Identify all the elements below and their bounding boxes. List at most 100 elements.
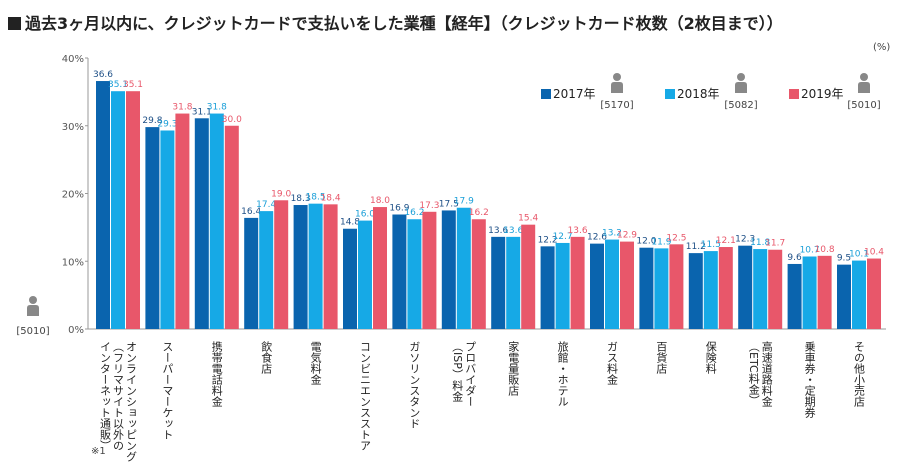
bar [407, 219, 422, 329]
bar [506, 236, 521, 329]
bar [160, 130, 175, 329]
bar-value-label: 12.5 [666, 233, 686, 243]
bar-value-label: 35.1 [123, 80, 143, 90]
bar-value-label: 17.4 [256, 200, 276, 210]
bar [703, 251, 718, 329]
bar [209, 113, 224, 330]
bar [787, 263, 802, 329]
chart-title-text: 過去3ヶ月以内に、クレジットカードで支払いをした業種【経年】（クレジットカード枚… [25, 14, 783, 33]
bar [358, 220, 372, 329]
bar-value-label: 12.1 [716, 236, 736, 246]
bar-value-label: 13.6 [503, 226, 523, 236]
bar-value-label: 15.4 [518, 214, 538, 224]
bar-value-label: 11.2 [686, 242, 706, 252]
bar [343, 228, 357, 329]
bar-value-label: 11.8 [750, 238, 770, 248]
bar-value-label: 16.2 [404, 208, 424, 218]
category-label: プロバイダー [464, 341, 477, 407]
bar [145, 127, 160, 329]
bar-value-label: 10.1 [849, 250, 869, 260]
bar-value-label: 29.8 [142, 116, 162, 126]
bar-value-label: 13.6 [488, 226, 508, 236]
bar [590, 243, 604, 329]
bar [688, 253, 703, 329]
bar [718, 247, 733, 329]
bar [126, 91, 140, 329]
bar-value-label: 29.3 [157, 119, 177, 129]
bar [224, 125, 239, 329]
bar [308, 203, 323, 329]
chart-title: 過去3ヶ月以内に、クレジットカードで支払いをした業種【経年】（クレジットカード枚… [8, 10, 783, 34]
legend-sample-size: [5010] [847, 100, 880, 111]
bar-value-label: 31.8 [207, 103, 227, 113]
bar-value-label: 13.6 [568, 226, 588, 236]
category-label: 保険料 [704, 340, 717, 375]
category-label: スーパーマーケット [161, 341, 174, 440]
bar-value-label: 10.4 [864, 248, 884, 258]
category-label: 旅館・ホテル [556, 340, 569, 407]
bar-value-label: 18.3 [291, 194, 311, 204]
bar-value-label: 16.0 [355, 210, 375, 220]
legend-person-icon [858, 73, 870, 93]
bar [422, 211, 437, 329]
category-label: 電気料金 [309, 341, 322, 385]
bar [392, 214, 407, 329]
bar-value-label: 36.6 [93, 70, 113, 80]
bar [639, 247, 654, 329]
legend-swatch [789, 89, 799, 99]
bar-value-label: 12.6 [587, 233, 607, 243]
bar [654, 248, 669, 329]
bar [274, 200, 289, 329]
legend-label: 2018年 [677, 87, 720, 101]
bar [441, 210, 456, 329]
y-tick-label: 20% [62, 190, 84, 201]
bar [540, 246, 555, 329]
bar-value-label: 16.9 [389, 204, 409, 214]
category-label: 携帯電話料金 [210, 340, 223, 407]
bar [293, 205, 308, 329]
category-label: 乗車券・定期券 [803, 341, 816, 418]
bar [555, 242, 570, 329]
bar [802, 256, 817, 329]
category-label: 飲食店 [260, 340, 273, 374]
bar [852, 260, 866, 329]
bar [817, 255, 832, 329]
bar [96, 81, 110, 329]
bar [471, 219, 486, 329]
bar-value-label: 9.6 [787, 253, 802, 263]
bar-value-label: 31.1 [192, 107, 212, 117]
legend-sample-size: [5082] [724, 100, 757, 111]
bar-value-label: 16.2 [469, 208, 489, 218]
bar-value-label: 30.0 [222, 115, 242, 125]
legend-person-icon [735, 73, 747, 93]
category-label: （ETC料金） [747, 341, 760, 406]
bar-value-label: 12.7 [553, 232, 573, 242]
category-label: （ISP）料金 [451, 341, 464, 402]
bar-value-label: 35.1 [108, 80, 128, 90]
bar [175, 113, 190, 330]
legend-swatch [665, 89, 675, 99]
bar [620, 241, 634, 329]
bar [111, 91, 125, 329]
bar [491, 236, 506, 329]
bar-value-label: 12.3 [735, 235, 755, 245]
bar-value-label: 11.9 [651, 237, 671, 247]
legend-label: 2019年 [801, 87, 844, 101]
bar-value-label: 11.7 [765, 239, 785, 249]
category-label: その他小売店 [853, 341, 866, 407]
bar [323, 204, 338, 329]
bar-value-label: 10.8 [815, 245, 835, 255]
base-label: [5010] [16, 326, 49, 337]
bar [373, 207, 387, 329]
bar-value-label: 18.0 [370, 196, 390, 206]
bar [194, 118, 209, 329]
bar [867, 258, 881, 329]
category-label: インターネット通販） [99, 341, 112, 451]
bar-value-label: 17.5 [439, 199, 459, 209]
category-label: 高速道路料金 [760, 340, 773, 407]
bar-value-label: 13.2 [602, 229, 622, 239]
bar-value-label: 16.4 [241, 207, 261, 217]
legend-sample-size: [5170] [600, 100, 633, 111]
bar-value-label: 17.3 [419, 201, 439, 211]
bar [244, 217, 259, 329]
